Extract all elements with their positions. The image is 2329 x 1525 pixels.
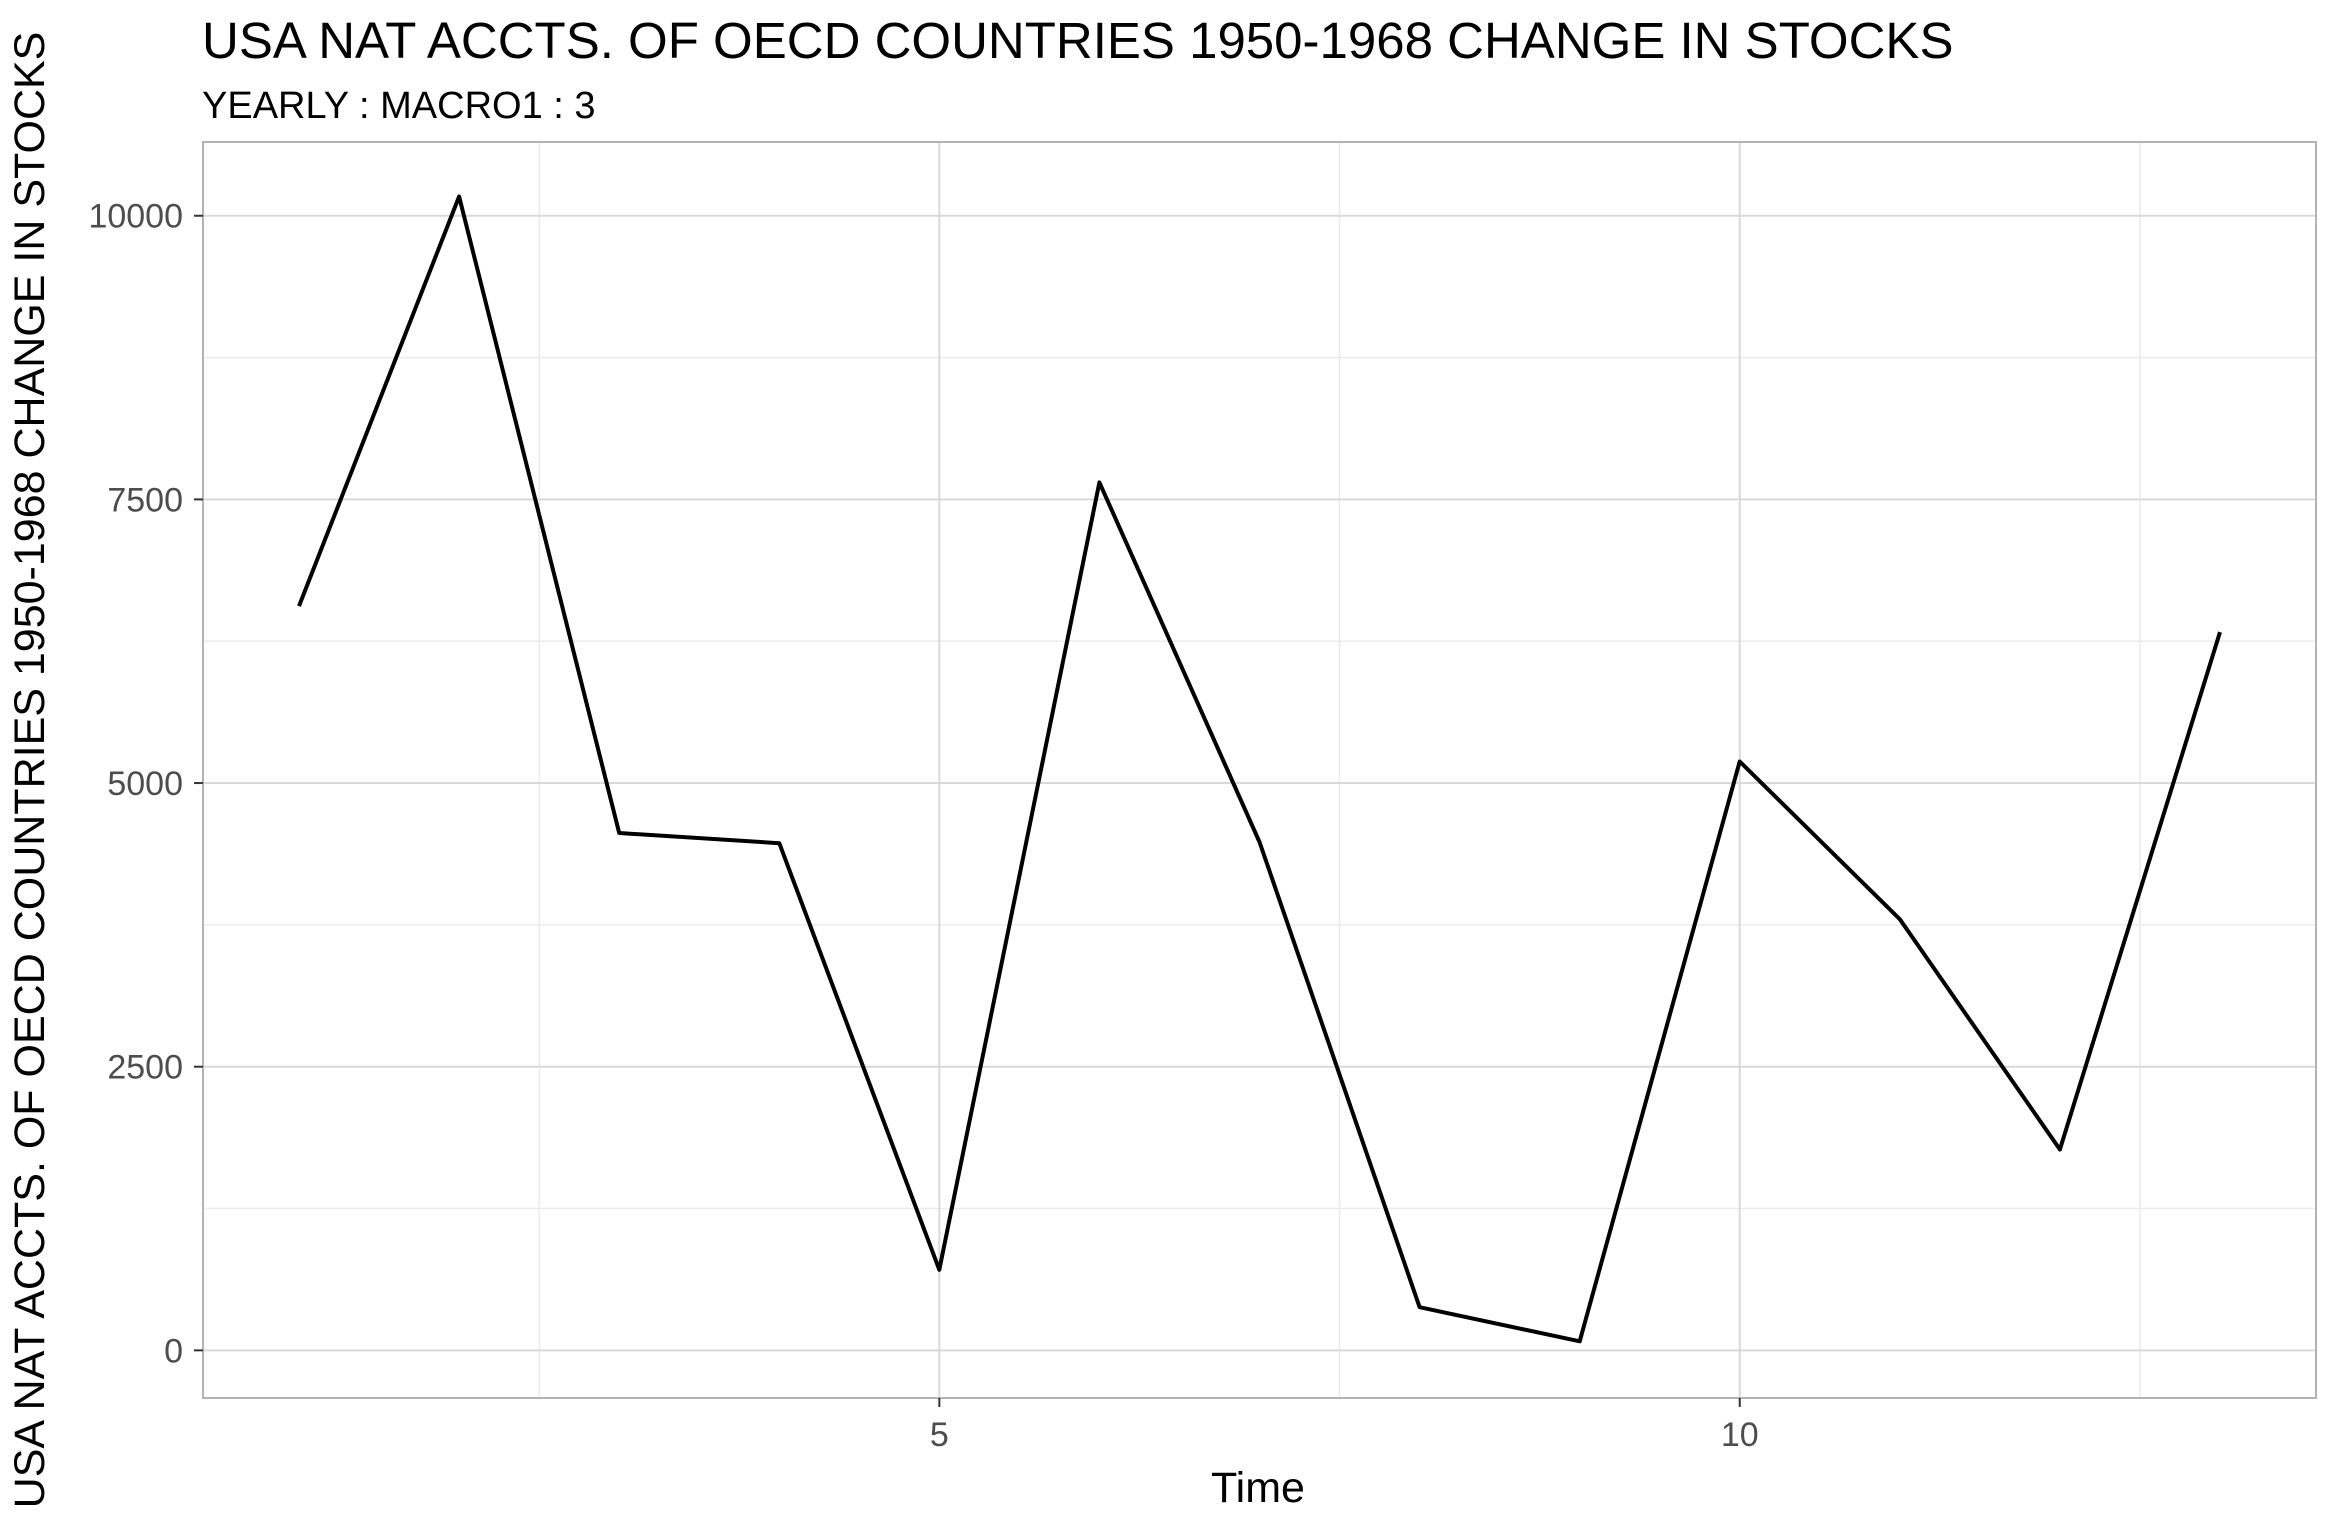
y-axis-label: USA NAT ACCTS. OF OECD COUNTRIES 1950-19… xyxy=(6,32,54,1509)
y-tick-label: 5000 xyxy=(107,765,183,803)
x-tick-label: 10 xyxy=(1721,1416,1759,1454)
y-tick-label: 0 xyxy=(164,1332,183,1370)
y-tick-label: 7500 xyxy=(107,481,183,519)
x-axis-ticks: 5 10 xyxy=(930,1398,1759,1454)
chart-subtitle: YEARLY : MACRO1 : 3 xyxy=(202,85,596,127)
x-axis-label: Time xyxy=(1211,1464,1305,1512)
series-layer xyxy=(297,194,2222,1344)
y-axis-ticks: 0 2500 5000 7500 10000 xyxy=(88,198,203,1370)
major-gridlines xyxy=(203,142,2316,1398)
minor-gridlines xyxy=(203,142,2316,1398)
y-tick-label: 10000 xyxy=(88,198,183,236)
plot-panel-border xyxy=(202,141,2317,1399)
chart-title: USA NAT ACCTS. OF OECD COUNTRIES 1950-19… xyxy=(202,12,1953,69)
y-tick-label: 2500 xyxy=(107,1049,183,1087)
series-line xyxy=(297,194,2222,1344)
x-tick-label: 5 xyxy=(930,1416,949,1454)
